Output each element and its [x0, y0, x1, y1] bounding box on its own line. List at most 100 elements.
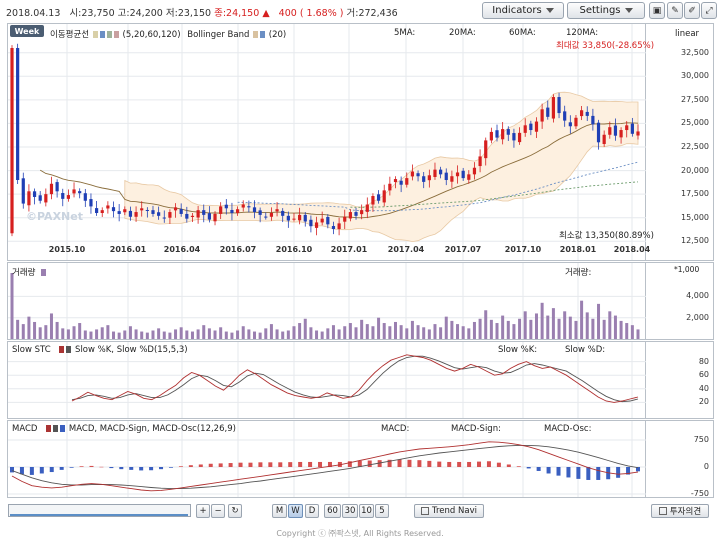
candle-body [185, 213, 189, 219]
price-x-tick: 2016.10 [275, 245, 313, 254]
volume-bar [563, 311, 567, 339]
zoom-in-button[interactable]: + [196, 504, 210, 518]
ma60-readout: 60MA: [509, 28, 536, 38]
volume-bar [484, 310, 488, 339]
zoom-out-button[interactable]: − [211, 504, 225, 518]
price-plot-area[interactable] [8, 24, 646, 260]
volume-bar [286, 330, 290, 339]
volume-bar [21, 324, 25, 339]
slow-stc-pane[interactable]: Slow STC Slow %K, Slow %D(15,5,3) Slow %… [7, 341, 714, 419]
candle-body [247, 206, 251, 208]
candle-body [331, 226, 336, 230]
volume-bar [439, 327, 443, 339]
candle-body [61, 193, 65, 199]
chart-scrollbar[interactable] [8, 504, 191, 517]
volume-bar [410, 320, 414, 339]
volume-bar [89, 331, 93, 339]
macd-y-tick: 750 [693, 435, 709, 444]
macd-osc-bar [129, 467, 134, 470]
refresh-icon[interactable]: ↻ [228, 504, 242, 518]
scrollbar-thumb[interactable] [10, 514, 188, 516]
volume-bar [360, 319, 364, 339]
volume-bar [523, 311, 527, 339]
volume-bar [33, 321, 37, 339]
volume-bar [529, 319, 533, 339]
volume-bar [27, 316, 31, 339]
volume-plot-area[interactable] [8, 263, 646, 339]
macd-osc-bar [228, 463, 233, 467]
candle-body [134, 212, 138, 217]
candle-body [173, 207, 178, 211]
macd-pane[interactable]: MACD MACD, MACD-Sign, MACD-Osc(12,26,9) … [7, 420, 714, 498]
candle-body [608, 127, 612, 135]
macd-osc-bar [327, 461, 332, 467]
stc-legend: Slow STC Slow %K, Slow %D(15,5,3) [12, 345, 188, 355]
settings-button[interactable]: Settings [567, 2, 645, 19]
print-icon[interactable]: ▣ [649, 2, 665, 19]
macd-osc-bar [516, 466, 521, 467]
stc-plot-area[interactable] [8, 342, 646, 418]
period-button-10[interactable]: 10 [359, 504, 374, 518]
volume-bar [224, 331, 228, 339]
candle-body [309, 219, 313, 227]
candle-body [512, 133, 516, 141]
quote-change-pct: ( 1.68% ) [299, 8, 344, 19]
volume-bar [444, 316, 448, 339]
invest-opinion-button[interactable]: 투자의견 [651, 504, 709, 518]
macd-osc-bar [159, 467, 164, 470]
candle-body [472, 167, 477, 175]
volume-pane[interactable]: 거래량 거래량: *1,000 4,000 2,000 [7, 262, 714, 340]
price-x-tick: 2017.10 [504, 245, 542, 254]
volume-bar [190, 331, 194, 339]
volume-bar [258, 332, 262, 339]
candle-body [94, 208, 99, 214]
trend-navi-button[interactable]: Trend Navi [414, 504, 484, 518]
period-button-5[interactable]: 5 [375, 504, 389, 518]
copyright-footer: Copyright ⓒ ㈜팍스넷, All Rights Reserved. [276, 529, 444, 538]
candle-body [207, 213, 211, 220]
macd-osc-bar [546, 467, 551, 474]
eraser-icon[interactable]: ✐ [684, 2, 700, 19]
macd-osc-bar [457, 461, 462, 467]
candle-body [382, 190, 386, 203]
macd-osc-bar [318, 461, 323, 467]
candle-body [49, 183, 54, 195]
pen-icon[interactable]: ✎ [667, 2, 683, 19]
period-button-W[interactable]: W [288, 504, 303, 518]
macd-line [11, 441, 639, 492]
candle-body [540, 109, 544, 122]
candle-body [427, 175, 431, 181]
candle-body [252, 207, 257, 213]
volume-bar [44, 325, 48, 339]
macd-chart-svg [8, 421, 646, 497]
period-button-M[interactable]: M [272, 504, 287, 518]
period-button-week[interactable]: Week [10, 25, 44, 37]
volume-bar [416, 325, 420, 339]
candle-body [196, 210, 200, 218]
macd-legend: MACD MACD, MACD-Sign, MACD-Osc(12,26,9) [12, 424, 236, 434]
period-button-30[interactable]: 30 [342, 504, 358, 518]
macd-plot-area[interactable] [8, 421, 646, 497]
quote-date: 2018.04.13 [6, 8, 61, 19]
candle-body [72, 189, 76, 194]
volume-bar [49, 313, 53, 339]
macd-osc-bar [427, 460, 432, 467]
volume-bar [236, 330, 240, 339]
quote-summary: 2018.04.13 시:23,750 고:24,200 저:23,150 종:… [6, 5, 398, 19]
price-pane[interactable]: Week 이동평균선 (5,20,60,120) Bollinger Band … [7, 23, 714, 261]
trend-navi-icon [421, 507, 430, 515]
macd-osc-bar [268, 462, 273, 467]
period-button-D[interactable]: D [305, 504, 319, 518]
price-x-tick: 2016.04 [163, 245, 201, 254]
quote-volume: 거:272,436 [346, 8, 398, 19]
volume-bar [388, 326, 392, 339]
volume-bar [134, 329, 138, 339]
expand-icon[interactable]: ⤢ [701, 2, 717, 19]
period-button-60[interactable]: 60 [324, 504, 341, 518]
candle-body [376, 194, 381, 201]
volume-bar [506, 320, 510, 339]
macd-osc-bar [178, 466, 183, 467]
indicators-button[interactable]: Indicators [482, 2, 564, 19]
scale-type[interactable]: linear [675, 29, 700, 39]
volume-bar [591, 318, 595, 339]
